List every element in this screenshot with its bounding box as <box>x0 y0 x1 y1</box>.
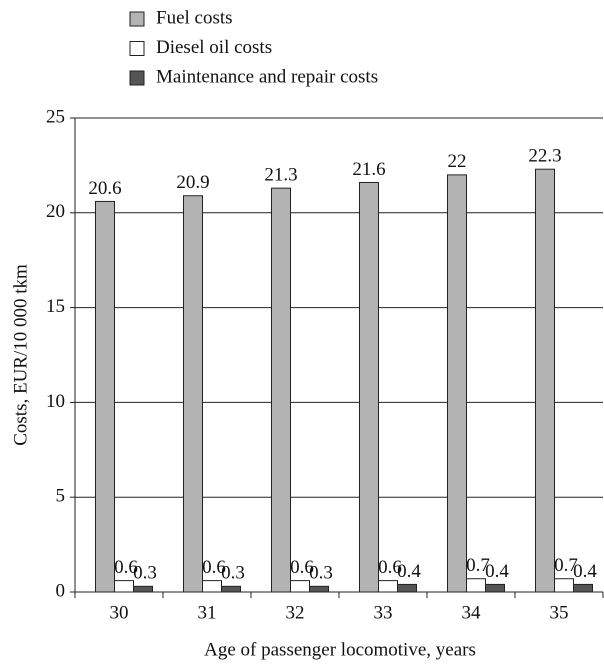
bar <box>485 583 505 593</box>
bar <box>271 187 291 593</box>
y-tick-label: 20 <box>46 201 65 222</box>
data-label: 0.6 <box>202 557 226 578</box>
y-tick-label: 0 <box>56 580 66 601</box>
bar <box>114 580 134 593</box>
legend-label: Maintenance and repair costs <box>156 66 378 87</box>
bar <box>133 585 153 593</box>
bar <box>554 578 574 593</box>
data-label: 0.3 <box>133 563 157 584</box>
bar <box>221 585 241 593</box>
bar <box>359 181 379 593</box>
y-axis-label: Costs, EUR/10 000 tkm <box>10 264 31 446</box>
x-axis-label: Age of passenger locomotive, years <box>204 639 476 660</box>
x-tick-label: 30 <box>110 602 129 623</box>
bar <box>378 580 398 593</box>
x-tick-label: 32 <box>286 602 305 623</box>
legend-swatch <box>129 70 145 86</box>
data-label: 0.6 <box>378 557 402 578</box>
legend-label: Fuel costs <box>156 7 233 28</box>
x-tick-label: 33 <box>374 602 393 623</box>
bar <box>573 583 593 593</box>
data-label: 0.6 <box>114 557 138 578</box>
data-label: 0.3 <box>309 563 333 584</box>
bar <box>202 580 222 593</box>
bar <box>397 583 417 593</box>
data-label: 21.6 <box>352 159 385 180</box>
x-tick-label: 34 <box>462 602 482 623</box>
bar <box>466 578 486 593</box>
bar <box>309 585 329 593</box>
x-tick-label: 35 <box>550 602 569 623</box>
bar <box>183 195 203 593</box>
x-tick-label: 31 <box>198 602 217 623</box>
y-tick-label: 10 <box>46 391 65 412</box>
legend-swatch <box>129 41 145 56</box>
data-label: 0.4 <box>485 561 509 582</box>
data-label: 0.3 <box>221 563 245 584</box>
bar <box>95 200 115 593</box>
data-label: 0.4 <box>397 561 421 582</box>
legend-label: Diesel oil costs <box>156 37 272 58</box>
data-label: 0.4 <box>573 561 597 582</box>
data-label: 0.7 <box>466 555 490 576</box>
legend-swatch <box>129 11 145 27</box>
y-tick-label: 5 <box>56 486 66 507</box>
data-label: 20.6 <box>88 178 121 199</box>
data-label: 20.9 <box>176 172 209 193</box>
data-label: 0.6 <box>290 557 314 578</box>
data-label: 21.3 <box>264 165 297 186</box>
bar <box>290 580 310 593</box>
data-label: 22 <box>448 151 467 172</box>
bar <box>447 174 467 593</box>
data-label: 22.3 <box>528 146 561 167</box>
data-label: 0.7 <box>554 555 578 576</box>
bar <box>535 168 555 593</box>
y-tick-label: 15 <box>46 296 65 317</box>
y-tick-label: 25 <box>46 106 65 127</box>
